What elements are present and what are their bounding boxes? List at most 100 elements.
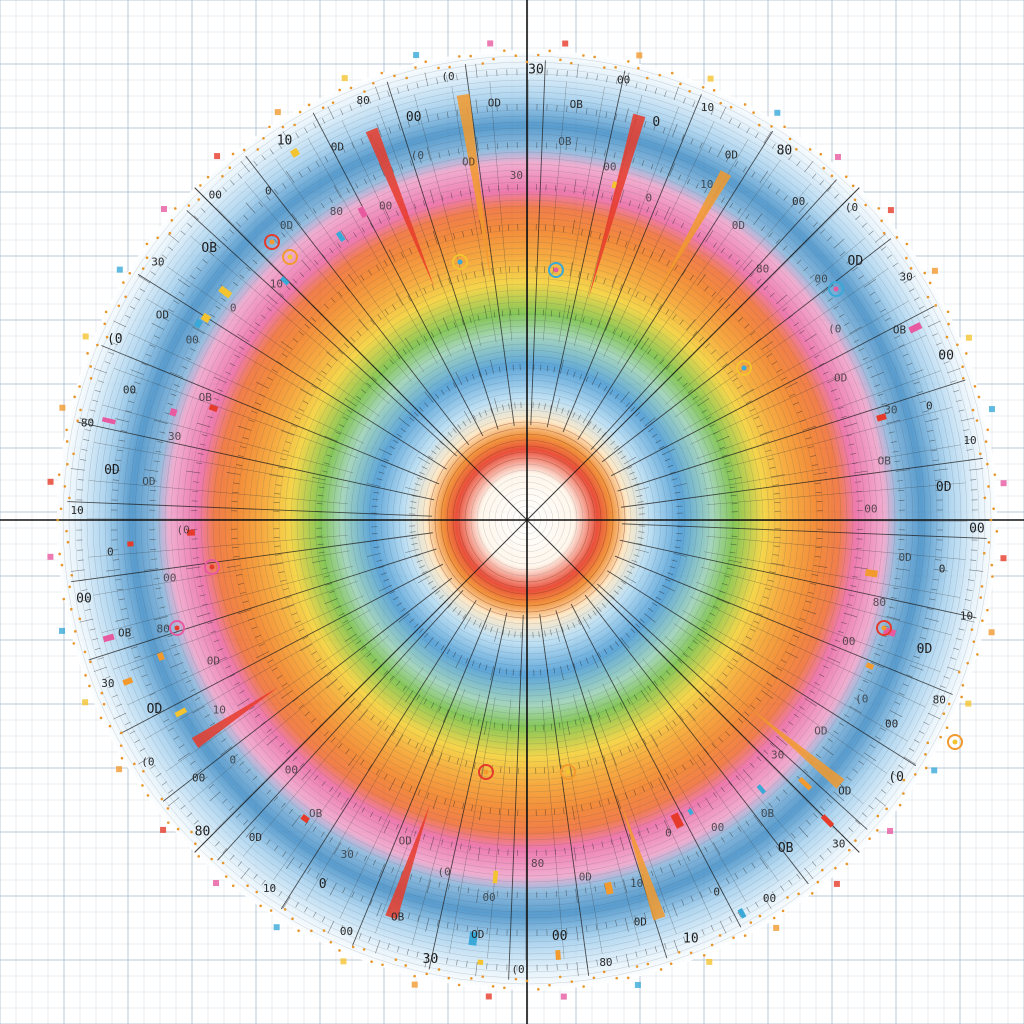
tick-mark [298, 408, 305, 412]
tick-mark [215, 193, 220, 199]
tick-mark [834, 193, 839, 199]
radial-spoke [570, 603, 742, 928]
tick-mark [378, 471, 385, 474]
tick-mark [410, 501, 417, 503]
tick-mark [597, 651, 602, 658]
tick-mark [970, 559, 977, 561]
tick-mark [933, 569, 948, 572]
tick-mark [282, 588, 289, 591]
tick-mark [253, 160, 258, 167]
rim-dot [909, 267, 913, 270]
tick-mark [669, 863, 675, 877]
tick-mark [361, 646, 367, 651]
ring-label: 00 [285, 764, 298, 777]
tick-mark [874, 797, 887, 807]
radial-spoke-fine [93, 550, 350, 596]
tick-mark [128, 636, 135, 640]
tick-mark [596, 959, 598, 966]
tick-mark [252, 775, 258, 781]
tick-mark [185, 356, 192, 361]
tick-mark [729, 486, 736, 489]
tick-mark [682, 269, 686, 276]
tick-mark [186, 566, 201, 570]
tick-mark [356, 704, 362, 709]
tick-mark [338, 743, 343, 749]
tick-mark [471, 373, 475, 380]
tick-mark [918, 730, 925, 734]
tick-mark [268, 562, 283, 566]
tick-mark [115, 578, 122, 581]
tick-mark [384, 773, 388, 780]
tick-mark [282, 851, 287, 857]
tick-mark [692, 704, 698, 709]
tick-mark [660, 867, 663, 874]
tick-mark [566, 721, 571, 735]
tick-mark [167, 233, 180, 243]
tick-mark [125, 627, 132, 630]
tick-mark [421, 466, 428, 470]
tick-mark [108, 685, 115, 689]
tick-mark [709, 612, 716, 617]
tick-mark [327, 920, 335, 934]
rim-dot [743, 103, 747, 106]
tick-mark [572, 412, 576, 418]
tick-mark [594, 148, 597, 155]
tick-mark [291, 213, 301, 226]
rim-dot [187, 204, 191, 207]
tick-mark [258, 201, 263, 207]
rim-marker [773, 924, 780, 931]
ring-label: 00 [482, 891, 495, 904]
tick-mark [626, 466, 633, 470]
tick-mark [376, 265, 380, 271]
bar-marker [865, 662, 875, 670]
tick-mark [632, 157, 635, 164]
tick-mark [673, 553, 687, 557]
tick-mark [229, 673, 236, 678]
tick-mark [465, 273, 468, 280]
tick-mark [680, 222, 685, 229]
tick-mark [667, 572, 674, 576]
tick-mark [780, 885, 785, 891]
rim-dot [898, 803, 902, 807]
radial-spoke-fine [88, 480, 348, 505]
tick-mark [771, 675, 778, 679]
rim-dot [66, 462, 69, 466]
tick-mark [215, 305, 221, 310]
tick-mark [674, 546, 681, 549]
rim-dot [242, 148, 246, 152]
tick-mark [489, 807, 491, 814]
tick-mark [782, 245, 788, 251]
ring-label: (0 [141, 755, 154, 768]
tick-mark [677, 376, 683, 382]
rim-dot [905, 256, 908, 260]
tick-mark [202, 259, 208, 264]
rim-marker [931, 767, 938, 774]
tick-mark [727, 370, 733, 375]
tick-mark [383, 670, 389, 676]
tick-mark [584, 146, 587, 153]
tick-mark [254, 322, 261, 327]
tick-mark [803, 768, 809, 774]
rim-dot [190, 830, 193, 834]
tick-mark [298, 171, 303, 178]
tick-mark [267, 659, 274, 663]
tick-mark [173, 384, 180, 387]
tick-mark [676, 533, 683, 535]
tick-mark [613, 590, 619, 595]
tick-mark [612, 706, 616, 712]
tick-mark [894, 335, 901, 339]
tick-mark [280, 604, 295, 610]
tick-mark [624, 918, 629, 932]
tick-mark [479, 219, 482, 234]
ring-label: (0 [888, 770, 904, 785]
tick-mark [446, 922, 449, 929]
tick-mark [738, 718, 743, 723]
tick-mark [793, 322, 800, 327]
tick-mark [615, 920, 618, 927]
tick-mark [452, 606, 457, 612]
tick-mark [721, 197, 725, 203]
rim-marker [413, 52, 420, 59]
tick-mark [361, 227, 365, 233]
tick-mark [864, 752, 877, 762]
rim-dot [877, 207, 881, 210]
